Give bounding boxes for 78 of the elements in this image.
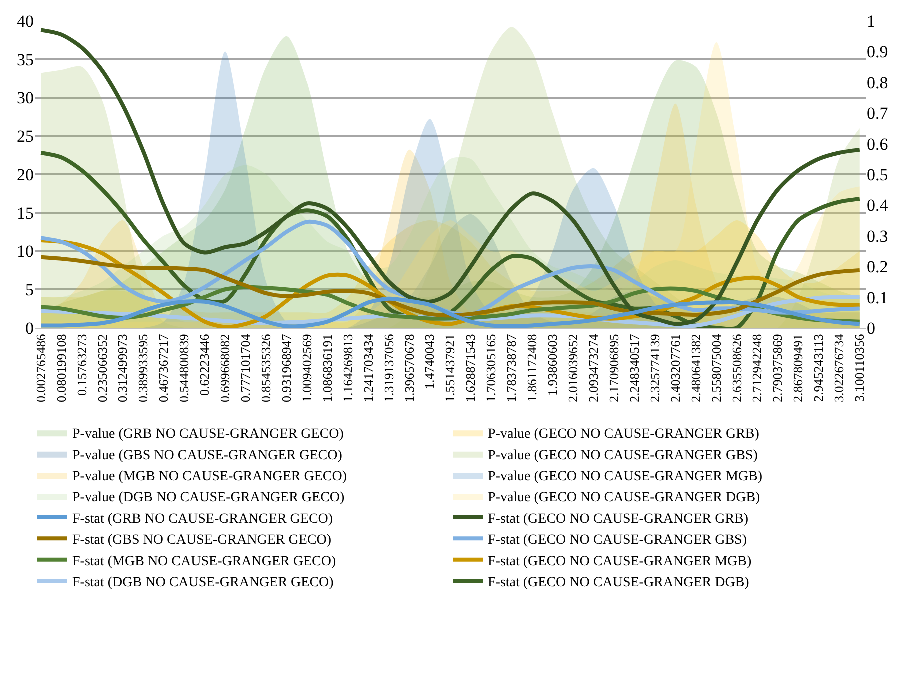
y-tick-label: 15 [17,204,34,223]
y-tick-label: 25 [17,127,34,146]
x-tick-label: 3.022676734 [832,334,847,402]
legend-label: F-stat (GRB NO CAUSE-GRANGER GECO) [72,512,334,527]
legend-label: F-stat (GECO NO CAUSE-GRANGER GBS) [488,533,748,548]
legend-label: F-stat (GECO NO CAUSE-GRANGER DGB) [488,575,750,590]
legend-label: P-value (MGB NO CAUSE-GRANGER GECO) [72,469,348,484]
x-tick-label: 2.945243113 [811,334,826,402]
y-tick-label: 10 [17,242,34,262]
x-tick-label: 0.544800839 [176,334,192,402]
y-tick-label: 20 [17,165,34,184]
x-tick-label: 1.164269813 [340,334,356,402]
legend-label: F-stat (DGB NO CAUSE-GRANGER GECO) [72,575,334,590]
legend-label: P-value (GECO NO CAUSE-GRANGER GRB) [488,427,760,442]
x-tick-label: 2.635508626 [729,334,744,402]
x-tick-label: 2.867809491 [790,334,806,402]
x-tick-label: 0.931968947 [278,334,294,402]
x-tick-label: 1.396570678 [402,334,417,402]
x-tick-label: 2.558075004 [708,334,724,402]
legend-label: F-stat (GBS NO CAUSE-GRANGER GECO) [72,533,332,548]
legend-label: P-value (GBS NO CAUSE-GRANGER GECO) [72,448,343,464]
y2-tick-label: 0.4 [867,196,889,216]
legend-label: P-value (GECO NO CAUSE-GRANGER MGB) [488,469,763,484]
x-tick-label: 2.248340517 [626,334,642,402]
y2-tick-label: 0.8 [867,73,888,92]
x-tick-label: 0.854535326 [258,334,274,402]
y2-tick-label: 0 [867,318,876,338]
y-tick-label: 0 [26,318,34,338]
x-tick-label: 0.777101704 [238,334,254,402]
y2-tick-label: 0.2 [867,258,888,277]
x-tick-label: 1.93860603 [545,334,560,396]
legend-label: P-value (GECO NO CAUSE-GRANGER DGB) [488,490,761,506]
y2-tick-label: 0.9 [867,42,888,62]
y-tick-label: 5 [26,280,34,300]
x-tick-label: 0.389933595 [136,334,151,402]
x-tick-label: 0.467367217 [156,334,172,402]
x-tick-label: 1.319137056 [381,334,396,402]
x-tick-label: 1.4740043 [422,334,438,390]
legend-label: P-value (GRB NO CAUSE-GRANGER GECO) [72,427,344,442]
x-tick-label: 2.480641382 [688,334,704,402]
x-tick-label: 1.706305165 [484,334,499,402]
x-tick-label: 1.086836191 [320,334,335,402]
x-tick-label: 2.712942248 [750,334,765,402]
y2-tick-label: 0.3 [867,226,888,246]
y2-tick-label: 0.5 [867,165,888,184]
x-tick-label: 1.009402569 [299,334,314,402]
x-tick-label: 1.551437921 [442,334,458,402]
x-tick-label: 2.016039652 [566,334,581,402]
x-tick-label: 1.241703434 [360,334,376,402]
legend-label: P-value (GECO NO CAUSE-GRANGER GBS) [488,448,758,464]
line-series [39,255,862,318]
x-tick-label: 1.628871543 [463,334,478,402]
x-tick-label: 2.170906895 [606,334,622,402]
y-tick-label: 30 [17,88,34,108]
x-tick-label: 0.15763273 [74,334,90,396]
x-tick-label: 0.080199108 [54,334,69,402]
y2-tick-label: 1 [867,12,876,31]
x-tick-label: 0.235066352 [94,334,110,402]
legend-label: F-stat (GECO NO CAUSE-GRANGER MGB) [488,554,752,570]
legend-label: F-stat (GECO NO CAUSE-GRANGER GRB) [488,512,749,527]
x-tick-label: 2.790375869 [770,334,786,402]
x-tick-label: 2.403207761 [668,334,683,402]
x-tick-label: 0.699668082 [218,334,233,402]
x-tick-label: 0.002765486 [33,334,48,402]
y-tick-label: 40 [17,12,34,31]
x-tick-label: 3.100110356 [852,334,868,402]
legend-label: P-value (DGB NO CAUSE-GRANGER GECO) [72,490,346,506]
x-tick-label: 1.783738787 [504,334,520,402]
x-tick-label: 1.861172408 [524,334,540,402]
x-tick-label: 0.312499973 [115,334,130,402]
x-tick-label: 2.325774139 [647,334,662,402]
y2-tick-label: 0.6 [867,134,888,154]
x-tick-label: 2.093473274 [586,334,602,402]
legend-label: F-stat (MGB NO CAUSE-GRANGER GECO) [72,554,337,570]
y-tick-label: 35 [17,50,34,70]
x-tick-label: 0.62223446 [197,334,212,396]
y2-tick-label: 0.1 [867,288,888,308]
y2-tick-label: 0.7 [867,104,889,124]
